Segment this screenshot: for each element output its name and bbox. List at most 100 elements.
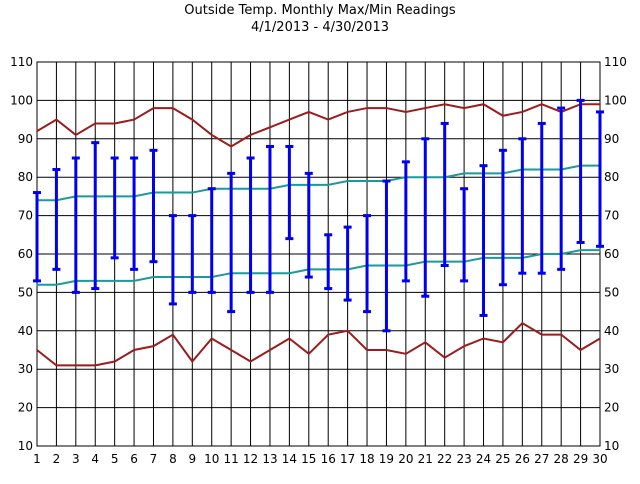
series-point xyxy=(249,360,252,363)
series-point xyxy=(75,134,77,136)
y-tick-label-right: 80 xyxy=(604,170,619,184)
series-point xyxy=(307,111,310,113)
x-tick-label: 14 xyxy=(282,452,297,466)
x-tick-label: 15 xyxy=(301,452,316,466)
x-tick-label: 11 xyxy=(223,452,238,466)
series-point xyxy=(346,180,349,182)
series-point xyxy=(36,283,38,286)
series-point xyxy=(463,345,465,347)
series-point xyxy=(113,122,116,125)
y-tick-label-left: 60 xyxy=(18,247,33,261)
series-point xyxy=(230,145,232,148)
series-point xyxy=(385,107,388,109)
chart-subtitle: 4/1/2013 - 4/30/2013 xyxy=(251,20,389,35)
series-point xyxy=(75,364,77,367)
series-point xyxy=(269,349,271,351)
series-point xyxy=(443,356,446,359)
y-tick-label-right: 90 xyxy=(604,132,619,146)
x-tick-label: 21 xyxy=(418,452,433,466)
y-tick-label-left: 80 xyxy=(18,170,33,184)
series-point xyxy=(560,333,562,336)
series-line xyxy=(37,164,600,202)
series-point xyxy=(521,322,524,324)
series-3 xyxy=(36,321,601,367)
series-line xyxy=(37,249,600,286)
series-point xyxy=(230,349,232,351)
y-tick-label-left: 100 xyxy=(10,93,33,107)
series-point xyxy=(55,364,58,367)
series-point xyxy=(540,333,543,336)
x-tick-label: 26 xyxy=(515,452,530,466)
series-point xyxy=(152,276,155,278)
y-tick-label-left: 50 xyxy=(18,285,33,299)
x-tick-label: 19 xyxy=(379,452,394,466)
x-tick-label: 10 xyxy=(204,452,219,466)
series-point xyxy=(599,249,601,251)
y-tick-label-left: 30 xyxy=(18,362,33,376)
series-point xyxy=(366,349,368,351)
x-tick-label: 16 xyxy=(321,452,336,466)
series-point xyxy=(288,337,291,340)
series-point xyxy=(482,103,485,106)
series-point xyxy=(327,184,330,186)
chart-title: Outside Temp. Monthly Max/Min Readings xyxy=(184,3,456,18)
series-point xyxy=(366,107,368,109)
series-point xyxy=(579,349,582,351)
y-tick-label-left: 90 xyxy=(18,132,33,146)
series-point xyxy=(327,333,330,336)
series-point xyxy=(599,337,601,340)
series-point xyxy=(249,134,252,136)
x-tick-label: 30 xyxy=(592,452,607,466)
series-point xyxy=(327,118,330,121)
series-0 xyxy=(36,103,601,148)
series-point xyxy=(521,111,524,113)
series-point xyxy=(191,191,194,194)
y-tick-label-right: 40 xyxy=(604,324,619,338)
series-point xyxy=(307,353,310,355)
series-point xyxy=(443,103,446,106)
x-tick-label: 1 xyxy=(33,452,41,466)
series-point xyxy=(540,103,543,106)
series-point xyxy=(55,118,58,121)
series-point xyxy=(579,249,582,251)
y-tick-label-right: 60 xyxy=(604,247,619,261)
series-point xyxy=(172,333,174,336)
x-tick-label: 13 xyxy=(262,452,277,466)
series-point xyxy=(94,364,97,367)
series-point xyxy=(210,134,213,136)
series-point xyxy=(346,330,349,332)
series-point xyxy=(463,107,465,109)
x-tick-label: 20 xyxy=(398,452,413,466)
y-tick-label-right: 20 xyxy=(604,401,619,415)
x-tick-label: 7 xyxy=(150,452,158,466)
series-point xyxy=(502,114,504,117)
x-tick-label: 22 xyxy=(437,452,452,466)
x-tick-label: 12 xyxy=(243,452,258,466)
series-point xyxy=(502,341,504,344)
series-point xyxy=(424,341,427,344)
series-point xyxy=(152,345,155,347)
x-tick-label: 3 xyxy=(72,452,80,466)
y-tick-label-right: 30 xyxy=(604,362,619,376)
x-tick-label: 17 xyxy=(340,452,355,466)
series-point xyxy=(288,272,291,275)
x-tick-label: 5 xyxy=(111,452,119,466)
series-point xyxy=(191,360,194,363)
y-tick-label-right: 100 xyxy=(604,93,627,107)
series-line xyxy=(36,321,601,367)
y-tick-label-left: 10 xyxy=(18,439,33,453)
x-tick-label: 18 xyxy=(359,452,374,466)
x-tick-label: 4 xyxy=(91,452,99,466)
series-point xyxy=(599,103,601,106)
y-tick-label-left: 20 xyxy=(18,401,33,415)
series-point xyxy=(385,349,388,351)
y-tick-label-right: 50 xyxy=(604,285,619,299)
series-point xyxy=(113,360,116,363)
series-4-range-bars xyxy=(33,98,604,333)
series-point xyxy=(482,337,485,340)
x-tick-label: 27 xyxy=(534,452,549,466)
x-tick-label: 29 xyxy=(573,452,588,466)
y-tick-label-right: 70 xyxy=(604,209,619,223)
